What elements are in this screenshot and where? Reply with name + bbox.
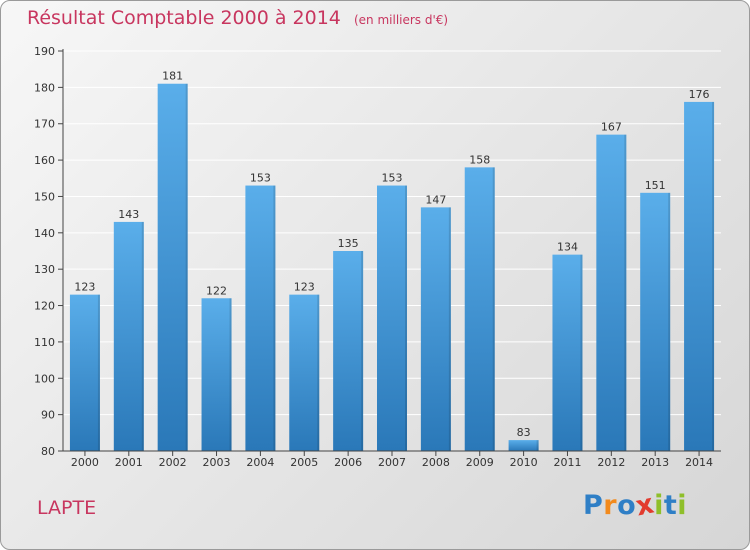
x-tick-label: 2011 [553, 456, 581, 469]
x-tick-label: 2002 [159, 456, 187, 469]
chart-title: Résultat Comptable 2000 à 2014 (en milli… [27, 7, 448, 29]
bar-shade [624, 134, 627, 452]
bar-shade [580, 254, 583, 451]
data-label: 151 [645, 179, 666, 192]
bar [552, 254, 583, 451]
x-tick-label: 2004 [246, 456, 274, 469]
data-label: 167 [601, 121, 622, 134]
x-tick-label: 2009 [466, 456, 494, 469]
bar [420, 207, 451, 451]
data-label: 122 [206, 284, 227, 297]
logo-letter: i [654, 490, 664, 521]
chart-title-unit: (en milliers d'€) [353, 13, 449, 27]
bar [289, 294, 320, 451]
bar [201, 298, 232, 451]
y-tick-label: 80 [41, 445, 55, 458]
y-tick-label: 180 [34, 81, 55, 94]
x-tick-label: 2012 [597, 456, 625, 469]
bar [596, 134, 627, 452]
axes: 80 90 100 110 120 130 140 150 160 170 180 190 2000 20… [34, 45, 721, 469]
data-label: 123 [294, 281, 315, 294]
bar [245, 185, 276, 451]
data-label: 158 [469, 153, 490, 166]
data-label: 123 [74, 281, 95, 294]
y-tick-label: 120 [34, 300, 55, 313]
bar-shade [185, 83, 188, 452]
bar-shade [712, 101, 715, 451]
x-tick-label: 2005 [290, 456, 318, 469]
proxiti-logo: Proxiti [583, 488, 688, 522]
bar-shade [492, 167, 495, 451]
logo-letter: t [663, 490, 678, 521]
bar [684, 101, 715, 451]
x-tick-label: 2003 [203, 456, 231, 469]
y-tick-label: 100 [34, 372, 55, 385]
x-tick-label: 2008 [422, 456, 450, 469]
bar-series: 123 143 181 122 153 123 135 153 147 158 83 134 167 15… [69, 70, 715, 452]
bar-shade [536, 440, 539, 451]
y-tick-label: 110 [34, 336, 55, 349]
data-label: 135 [338, 237, 359, 250]
y-tick-label: 90 [41, 409, 55, 422]
logo-letter: o [617, 490, 637, 521]
bar-shade [405, 185, 407, 451]
data-label: 153 [250, 172, 271, 185]
y-tick-label: 140 [34, 227, 55, 240]
bar-shade [361, 251, 364, 451]
bar [157, 83, 188, 452]
data-label: 153 [382, 172, 403, 185]
data-label: 134 [557, 241, 578, 254]
bar [333, 251, 364, 451]
bar-shade [273, 185, 276, 451]
bar-shade [229, 298, 232, 451]
bar-shade [668, 192, 671, 451]
bar-shade [97, 294, 100, 451]
data-label: 176 [689, 88, 710, 101]
bar-shade [141, 221, 144, 451]
data-label: 83 [517, 426, 531, 439]
bar [377, 185, 407, 451]
x-tick-label: 2013 [641, 456, 669, 469]
y-tick-label: 170 [34, 118, 55, 131]
x-tick-label: 2010 [510, 456, 538, 469]
x-tick-label: 2007 [378, 456, 406, 469]
logo-letter: r [603, 490, 618, 521]
bar-shade [317, 294, 320, 451]
bar [508, 440, 539, 451]
data-label: 147 [425, 193, 446, 206]
x-tick-label: 2014 [685, 456, 713, 469]
y-tick-label: 160 [34, 154, 55, 167]
chart-title-main: Résultat Comptable 2000 à 2014 [27, 7, 341, 29]
commune-name: LAPTE [37, 497, 97, 519]
bar-shade [448, 207, 451, 451]
bar [640, 192, 671, 451]
data-label: 143 [118, 208, 139, 221]
x-tick-label: 2000 [71, 456, 99, 469]
bar [464, 167, 495, 451]
y-tick-label: 190 [34, 45, 55, 58]
y-tick-label: 150 [34, 190, 55, 203]
x-tick-label: 2001 [115, 456, 143, 469]
data-label: 181 [162, 70, 183, 83]
bar [69, 294, 100, 451]
y-tick-label: 130 [34, 263, 55, 276]
x-tick-label: 2006 [334, 456, 362, 469]
logo-letter: P [583, 490, 604, 521]
logo-letter: i [677, 490, 688, 521]
bar [113, 221, 144, 451]
